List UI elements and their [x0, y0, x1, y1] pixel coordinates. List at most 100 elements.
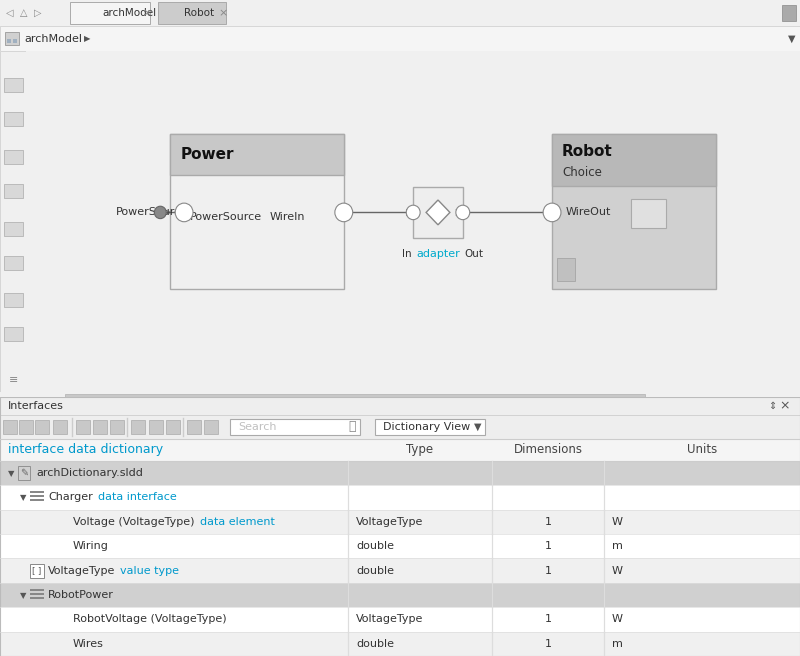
Text: WireIn: WireIn — [270, 211, 305, 222]
Bar — [18, 466, 30, 480]
Text: W: W — [612, 565, 623, 575]
Bar — [230, 419, 360, 435]
Bar — [552, 134, 716, 289]
Bar — [4, 327, 23, 341]
Text: VoltageType: VoltageType — [48, 565, 115, 575]
Bar — [53, 420, 67, 434]
Text: interface data dictionary: interface data dictionary — [8, 443, 163, 457]
Bar — [13, 39, 17, 43]
Text: archDictionary.sldd: archDictionary.sldd — [36, 468, 143, 478]
Text: Voltage (VoltageType): Voltage (VoltageType) — [73, 517, 194, 527]
Text: m: m — [612, 541, 623, 551]
Text: Power: Power — [180, 147, 234, 162]
Bar — [131, 420, 145, 434]
Bar — [4, 150, 23, 164]
Bar — [4, 78, 23, 92]
Bar — [30, 592, 44, 595]
Text: Wiring: Wiring — [73, 541, 109, 551]
Circle shape — [154, 206, 166, 218]
Text: Dimensions: Dimensions — [514, 443, 582, 457]
Bar — [65, 394, 646, 400]
Bar — [93, 420, 107, 434]
Text: 1: 1 — [545, 615, 551, 625]
Bar — [0, 485, 800, 510]
Text: 1: 1 — [545, 541, 551, 551]
Bar — [70, 2, 150, 24]
Text: ×: × — [142, 8, 151, 18]
Text: RobotVoltage (VoltageType): RobotVoltage (VoltageType) — [73, 615, 226, 625]
Bar — [35, 420, 49, 434]
Bar — [0, 583, 800, 607]
Circle shape — [335, 203, 353, 222]
Text: value type: value type — [121, 565, 179, 575]
Bar — [170, 134, 344, 175]
Bar — [19, 420, 33, 434]
Bar — [110, 420, 124, 434]
Text: Search: Search — [238, 422, 277, 432]
Text: RobotPower: RobotPower — [48, 590, 114, 600]
Text: Interfaces: Interfaces — [8, 401, 64, 411]
Bar — [0, 415, 800, 439]
Bar — [0, 397, 800, 415]
Text: ✎: ✎ — [20, 468, 28, 478]
Text: Wires: Wires — [73, 639, 104, 649]
Bar — [3, 420, 17, 434]
Text: Type: Type — [406, 443, 434, 457]
Text: ▼: ▼ — [474, 422, 482, 432]
Text: ≡: ≡ — [9, 375, 18, 385]
Text: ×: × — [780, 400, 790, 413]
Circle shape — [543, 203, 561, 222]
Text: double: double — [356, 541, 394, 551]
Circle shape — [175, 203, 193, 222]
Bar — [375, 419, 485, 435]
Bar — [4, 293, 23, 307]
Bar — [7, 39, 11, 43]
Text: Charger: Charger — [48, 493, 93, 502]
Text: m: m — [612, 639, 623, 649]
Bar — [0, 607, 800, 632]
Text: WireOut: WireOut — [566, 207, 611, 217]
Text: W: W — [612, 615, 623, 625]
Text: Out: Out — [465, 249, 484, 258]
Text: In: In — [402, 249, 411, 258]
Bar — [5, 32, 19, 45]
Text: △: △ — [20, 8, 28, 18]
Text: 1: 1 — [545, 517, 551, 527]
Bar — [187, 420, 201, 434]
Text: PowerSource: PowerSource — [116, 207, 188, 217]
Bar — [30, 499, 44, 501]
Bar — [30, 495, 44, 497]
Text: ×: × — [218, 8, 227, 18]
Text: [ ]: [ ] — [32, 566, 42, 575]
Bar — [30, 564, 44, 578]
Text: PowerSource: PowerSource — [190, 211, 262, 222]
Text: Dictionary View: Dictionary View — [383, 422, 470, 432]
Bar — [4, 112, 23, 127]
Text: adapter: adapter — [416, 249, 460, 258]
Text: data interface: data interface — [98, 493, 178, 502]
Text: ⌕: ⌕ — [348, 420, 356, 434]
Bar — [30, 588, 44, 591]
Bar — [30, 596, 44, 599]
Polygon shape — [426, 200, 450, 225]
Bar — [4, 222, 23, 236]
Bar — [158, 2, 226, 24]
Bar — [166, 420, 180, 434]
Text: data element: data element — [201, 517, 275, 527]
Text: ▼: ▼ — [8, 468, 14, 478]
Text: archModel: archModel — [102, 8, 156, 18]
Bar — [552, 134, 716, 186]
Text: ▼: ▼ — [788, 33, 796, 44]
Text: double: double — [356, 639, 394, 649]
Bar — [631, 199, 666, 228]
Text: double: double — [356, 565, 394, 575]
Text: W: W — [612, 517, 623, 527]
Bar — [4, 184, 23, 198]
Bar — [413, 186, 462, 238]
Text: Robot: Robot — [562, 144, 613, 159]
Text: ▷: ▷ — [34, 8, 42, 18]
Bar — [0, 510, 800, 534]
Text: VoltageType: VoltageType — [356, 517, 423, 527]
Text: 1: 1 — [545, 639, 551, 649]
Bar — [0, 534, 800, 558]
